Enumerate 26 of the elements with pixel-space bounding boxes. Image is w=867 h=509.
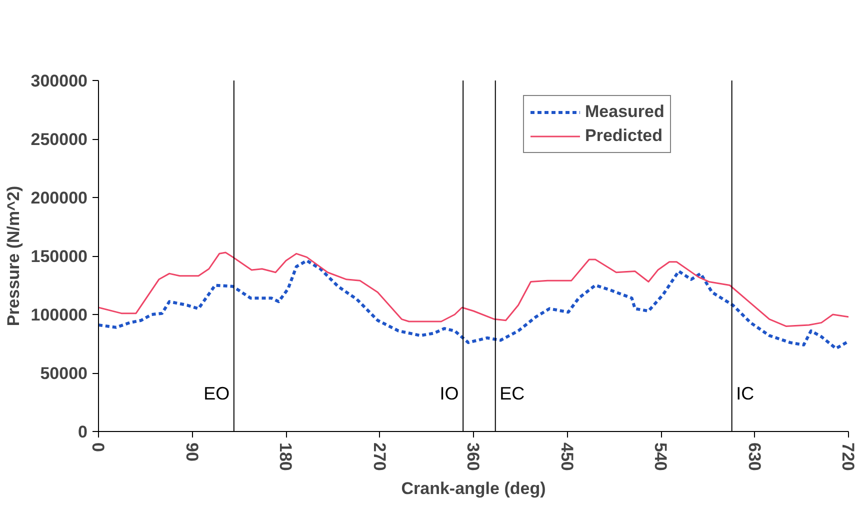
x-tick-label: 720: [838, 442, 858, 471]
y-tick-label: 150000: [30, 247, 88, 266]
x-tick-label: 630: [744, 442, 764, 471]
ref-line-label: IO: [440, 383, 459, 404]
y-axis-title: Pressure (N/m^2): [4, 186, 23, 326]
x-axis-title: Crank-angle (deg): [401, 478, 546, 498]
y-tick-label: 0: [78, 422, 88, 442]
y-tick-label: 200000: [30, 188, 88, 208]
x-tick-label: 450: [557, 442, 576, 471]
ref-line-label: EC: [500, 383, 525, 404]
y-tick-label: 50000: [40, 364, 88, 383]
y-tick-label: 250000: [30, 130, 88, 149]
x-tick-label: 90: [182, 442, 202, 462]
x-tick-label: 360: [464, 442, 482, 471]
x-tick-label: 270: [370, 442, 389, 471]
x-tick-label: 180: [276, 442, 295, 471]
ref-line-label: EO: [204, 383, 230, 404]
legend-label: Measured: [585, 102, 664, 122]
y-tick-label: 100000: [30, 306, 88, 324]
ref-line-label: IC: [736, 383, 754, 404]
y-tick-label: 300000: [30, 72, 88, 90]
legend-label: Predicted: [585, 126, 662, 146]
x-tick-label: 540: [651, 442, 670, 471]
line-series: [98, 252, 848, 327]
x-tick-label: 0: [88, 442, 108, 452]
line-series: [98, 259, 848, 350]
